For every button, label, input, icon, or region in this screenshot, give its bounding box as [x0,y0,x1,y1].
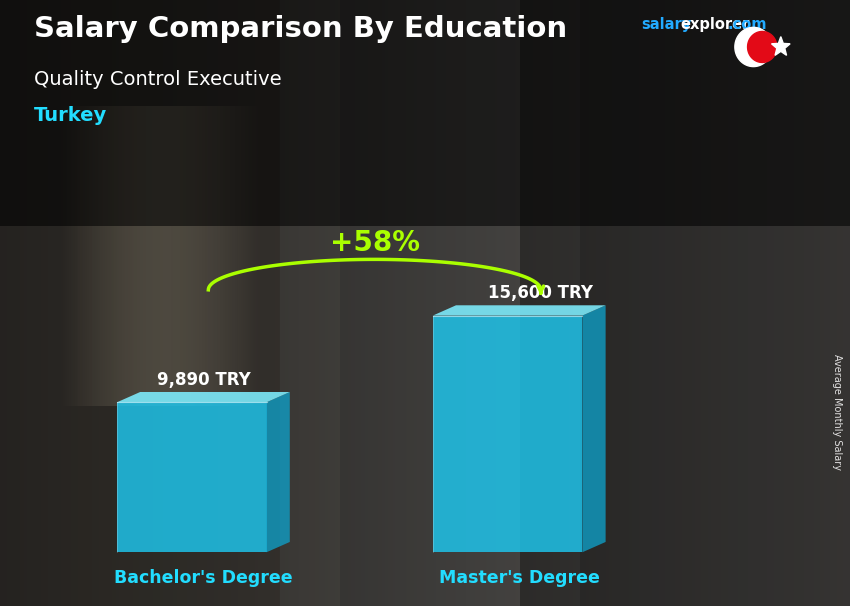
Text: 15,600 TRY: 15,600 TRY [488,284,593,302]
Text: Turkey: Turkey [34,106,107,125]
Text: Salary Comparison By Education: Salary Comparison By Education [34,15,567,43]
Polygon shape [267,392,290,552]
Text: Bachelor's Degree: Bachelor's Degree [114,568,292,587]
Text: explorer: explorer [680,17,750,32]
Polygon shape [748,32,777,62]
Text: Quality Control Executive: Quality Control Executive [34,70,281,88]
Text: Master's Degree: Master's Degree [439,568,599,587]
Polygon shape [117,402,267,552]
Polygon shape [735,27,772,67]
Text: .com: .com [728,17,767,32]
Text: +58%: +58% [330,229,420,257]
Text: 9,890 TRY: 9,890 TRY [157,371,251,389]
Text: salary: salary [642,17,692,32]
Polygon shape [582,305,605,552]
Polygon shape [772,36,791,55]
Text: Average Monthly Salary: Average Monthly Salary [832,354,842,470]
Polygon shape [433,305,605,316]
Polygon shape [117,392,290,402]
Polygon shape [433,316,582,552]
